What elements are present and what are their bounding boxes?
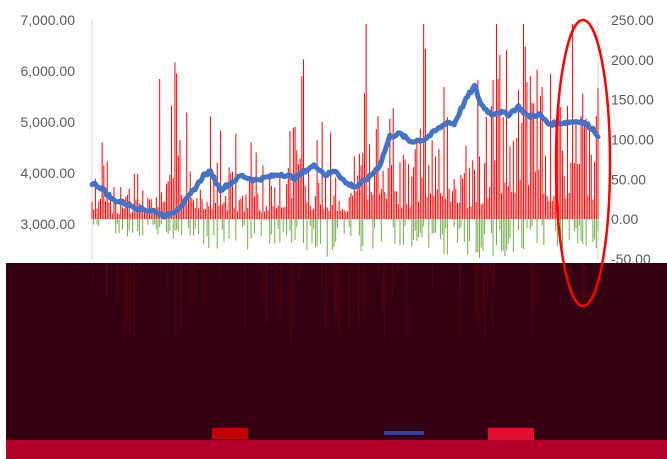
y2-tick-label: 50.00 — [611, 171, 646, 187]
y-tick-label: 7,000.00 — [21, 12, 76, 28]
series-line — [89, 82, 601, 220]
overlay-bars — [92, 263, 585, 343]
y2-tick-label: 150.00 — [611, 92, 654, 108]
y-tick-label: 3,000.00 — [21, 216, 76, 232]
y2-tick-label: 100.00 — [611, 132, 654, 148]
y-tick-label: 5,000.00 — [21, 114, 76, 130]
bottom-band — [6, 440, 667, 459]
y2-tick-label: 250.00 — [611, 12, 654, 28]
bars-layer — [91, 23, 599, 259]
left-axis: 7,000.00 6,000.00 5,000.00 4,000.00 3,000.00 — [21, 12, 93, 259]
y2-tick-label: 0.00 — [611, 211, 638, 227]
annotation-ellipse — [554, 18, 612, 308]
y2-tick-label: 200.00 — [611, 52, 654, 68]
y-tick-label: 4,000.00 — [21, 165, 76, 181]
legend-swatch-2 — [384, 431, 424, 435]
legend-swatch-1 — [212, 428, 248, 439]
y-tick-label: 6,000.00 — [21, 63, 76, 79]
legend-swatch-3 — [488, 428, 534, 440]
